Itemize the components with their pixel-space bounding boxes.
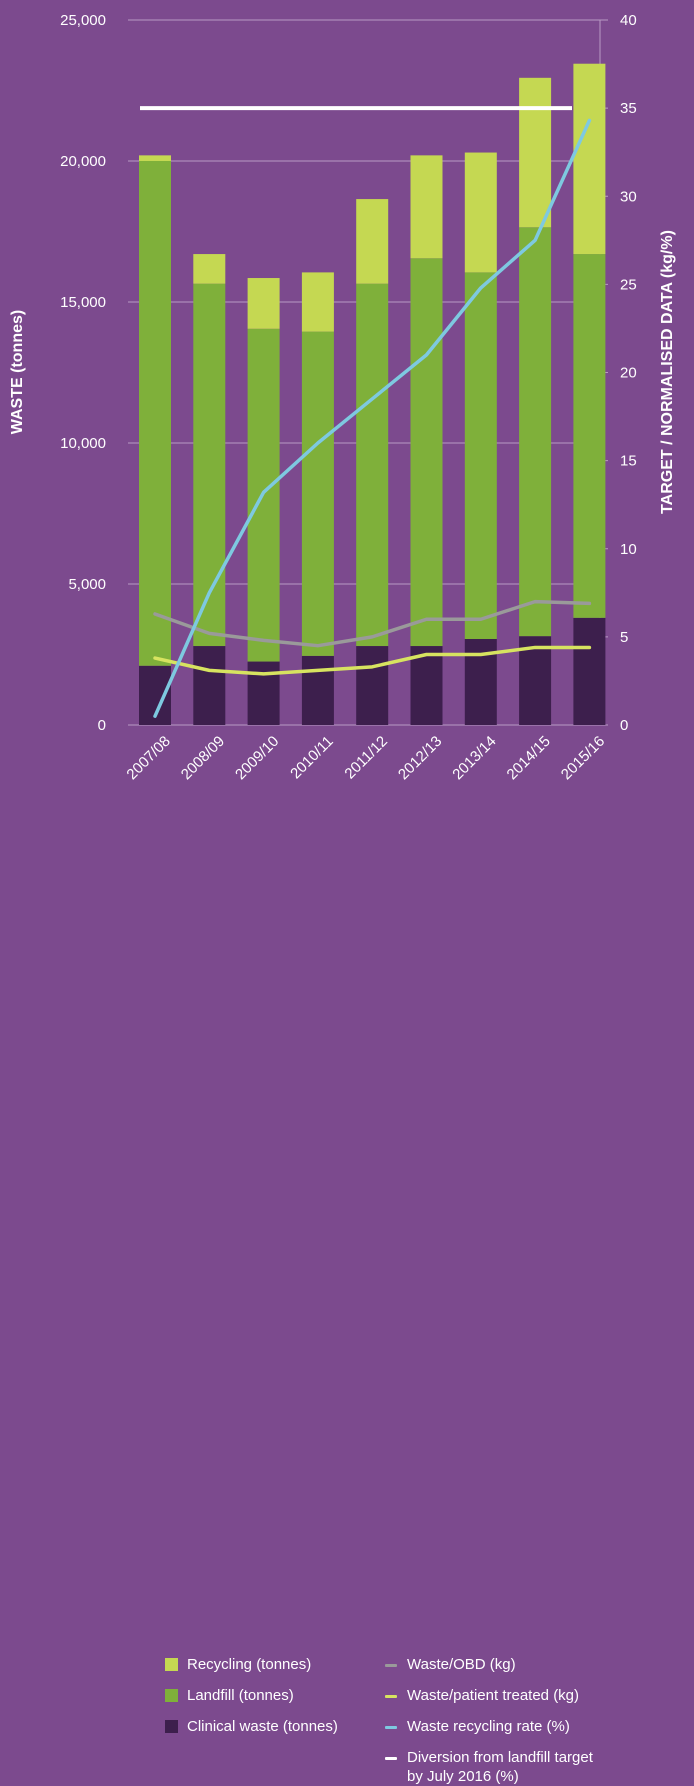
y-tick-label: 25,000 [60, 12, 106, 29]
chart-svg: 0 5,000 10,000 15,000 20,000 25,000 0 5 10 15 20 25… [9, 12, 676, 783]
y2-tick-label: 35 [620, 100, 637, 117]
x-tick-label: 2015/16 [558, 733, 608, 783]
x-tick-label: 2009/10 [232, 733, 282, 783]
x-tick-label: 2008/09 [178, 733, 228, 783]
bar-clinical [193, 646, 226, 725]
line-recycling-rate [153, 118, 592, 718]
line-waste-obd [153, 599, 592, 648]
x-tick-label: 2012/13 [395, 733, 445, 783]
bar-recycling [573, 63, 606, 255]
legend-swatch-waste-patient [385, 1695, 397, 1698]
legend-swatch-target [385, 1757, 397, 1760]
line-waste-patient [153, 645, 592, 676]
y2-tick-label: 15 [620, 453, 637, 470]
legend-label-clinical: Clinical waste (tonnes) [187, 1718, 338, 1735]
bar-landfill [301, 331, 334, 656]
bar-clinical [247, 661, 280, 725]
x-tick-label: 2011/12 [341, 733, 391, 783]
y-tick-label: 20,000 [60, 153, 106, 170]
bar-landfill [139, 161, 171, 666]
bar-recycling [464, 152, 497, 273]
legend-label-waste-obd: Waste/OBD (kg) [407, 1656, 516, 1673]
bar-recycling [247, 278, 280, 329]
legend-label-target-line2: by July 2016 (%) [407, 1768, 519, 1785]
y-tick-label: 10,000 [60, 435, 106, 452]
bar-clinical [301, 655, 334, 725]
legend-label-waste-patient: Waste/patient treated (kg) [407, 1687, 580, 1704]
legend-label-recycling-rate: Waste recycling rate (%) [407, 1718, 570, 1735]
y2-tick-label: 20 [620, 365, 637, 382]
legend-swatch-recycling-rate [385, 1726, 397, 1729]
x-tick-label: 2007/08 [123, 733, 173, 783]
bar-clinical [573, 617, 606, 725]
bar-landfill [464, 272, 497, 639]
legend-swatch-recycling [165, 1658, 178, 1671]
bar-landfill [410, 258, 443, 647]
y-axis-title: WASTE (tonnes) [9, 310, 26, 434]
y2-tick-label: 30 [620, 188, 637, 205]
y2-tick-label: 0 [620, 717, 628, 734]
y-tick-label: 0 [98, 717, 106, 734]
bar-recycling [139, 155, 171, 161]
bar-clinical [356, 646, 389, 725]
y2-tick-label: 10 [620, 541, 637, 558]
x-tick-label: 2014/15 [504, 733, 554, 783]
bar-recycling [356, 199, 389, 284]
y2-axis-title: TARGET / NORMALISED DATA (kg/%) [659, 230, 676, 514]
y-tick-label: 5,000 [68, 576, 106, 593]
y2-tick-label: 40 [620, 12, 637, 29]
legend-label-target-line1: Diversion from landfill target [407, 1749, 593, 1766]
bar-clinical [519, 636, 552, 725]
bar-recycling [410, 155, 443, 259]
legend-label-recycling: Recycling (tonnes) [187, 1656, 312, 1673]
legend-swatch-waste-obd [385, 1664, 397, 1667]
x-tick-label: 2010/11 [287, 733, 337, 783]
y-tick-label: 15,000 [60, 294, 106, 311]
bar-landfill [573, 254, 606, 618]
legend-swatch-landfill [165, 1689, 178, 1702]
bar-recycling [301, 272, 334, 332]
bar-recycling [519, 77, 552, 228]
chart: 0 5,000 10,000 15,000 20,000 25,000 0 5 10 15 20 25… [9, 12, 676, 1785]
bar-recycling [193, 254, 226, 284]
x-tick-label: 2013/14 [449, 733, 499, 783]
bar-landfill [193, 283, 226, 647]
legend-swatch-clinical [165, 1720, 178, 1733]
y2-tick-label: 5 [620, 629, 628, 646]
legend-label-landfill: Landfill (tonnes) [187, 1687, 294, 1704]
y2-tick-label: 25 [620, 276, 637, 293]
bar-landfill [356, 283, 389, 647]
bar-landfill [519, 227, 552, 637]
bar-clinical [410, 646, 443, 725]
